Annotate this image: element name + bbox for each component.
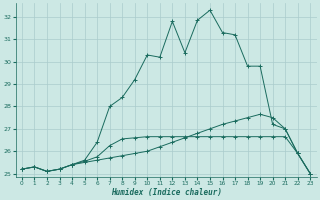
X-axis label: Humidex (Indice chaleur): Humidex (Indice chaleur) — [111, 188, 221, 197]
